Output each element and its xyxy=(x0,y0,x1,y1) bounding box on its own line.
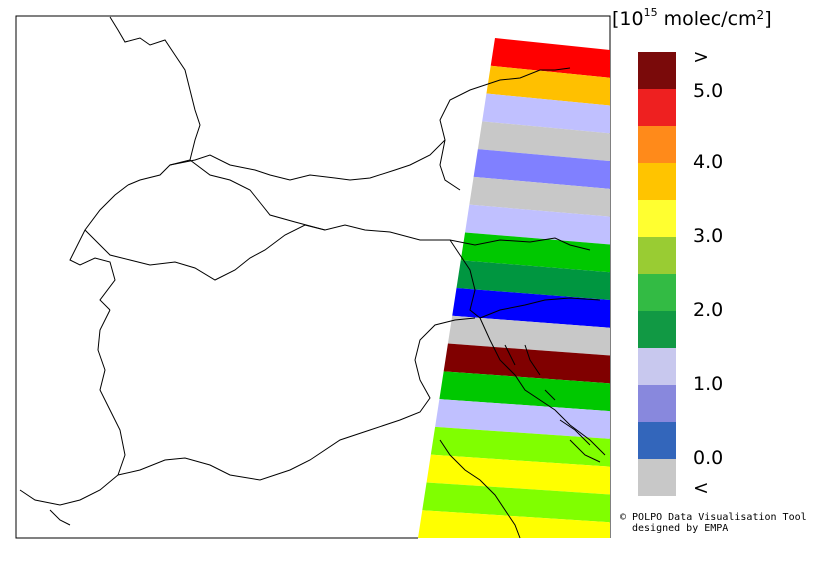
border-slovenia-croatia xyxy=(479,297,601,319)
swath-strip xyxy=(473,149,610,189)
swath-strip xyxy=(430,426,610,467)
border-germany-austria xyxy=(169,67,571,181)
coast-adriatic xyxy=(439,439,521,539)
legend-swatch xyxy=(638,422,676,459)
border-italy-france xyxy=(19,309,126,506)
legend-label-lt: < xyxy=(693,477,709,499)
legend-unit: [1015 molec/cm2] xyxy=(612,6,772,30)
legend-swatch xyxy=(638,126,676,163)
legend-swatch xyxy=(638,52,676,89)
legend-swatch xyxy=(638,385,676,422)
legend-unit-exp: 15 xyxy=(643,6,658,19)
legend-label-gt: > xyxy=(693,46,709,68)
swath-strip xyxy=(490,38,610,78)
legend-label-5: 5.0 xyxy=(693,80,724,102)
legend-swatch xyxy=(638,311,676,348)
swath-strip xyxy=(460,232,610,273)
legend-unit-close: ] xyxy=(764,8,772,30)
legend-swatch xyxy=(638,163,676,200)
swath-strip xyxy=(422,482,610,523)
legend-swatch xyxy=(638,89,676,126)
swath-strip xyxy=(435,399,610,439)
swath-strip xyxy=(477,121,610,162)
satellite-swath xyxy=(418,38,613,558)
croatia-islands xyxy=(504,344,601,463)
legend-swatch xyxy=(638,459,676,496)
border-italy-slovenia xyxy=(449,239,481,319)
border-switzerland-austria xyxy=(189,159,591,251)
swath-strip xyxy=(439,371,610,412)
border-germany-czech xyxy=(439,139,461,191)
border-france-germany xyxy=(109,16,201,186)
coast-croatia xyxy=(479,317,606,456)
swath-clip xyxy=(418,538,613,558)
border-switzerland-italy xyxy=(84,224,326,281)
coast-bottom-left xyxy=(49,509,71,526)
legend-swatch xyxy=(638,237,676,274)
legend-label-2: 2.0 xyxy=(693,299,724,321)
credit-line-2: designed by EMPA xyxy=(632,523,729,534)
legend-unit-base: [10 xyxy=(612,8,644,30)
border-france-switzerland xyxy=(69,184,129,311)
coast-liguria xyxy=(117,317,476,481)
swath-strip xyxy=(447,315,610,356)
legend-swatch xyxy=(638,348,676,385)
swath-strip xyxy=(482,93,610,134)
swath-strip xyxy=(443,343,610,384)
swath-strip xyxy=(465,204,610,245)
legend-label-0: 0.0 xyxy=(693,447,724,469)
swath-strip xyxy=(469,176,610,217)
legend-label-3: 3.0 xyxy=(693,225,724,247)
swath-strip xyxy=(486,65,610,106)
legend-unit-text: molec/cm xyxy=(657,8,757,30)
legend-swatch xyxy=(638,274,676,311)
legend-label-4: 4.0 xyxy=(693,151,724,173)
legend-unit-sq: 2 xyxy=(756,8,765,22)
country-borders xyxy=(19,16,606,539)
legend-swatch xyxy=(638,200,676,237)
credit-line-1: © POLPO Data Visualisation Tool xyxy=(620,512,807,523)
legend-label-1: 1.0 xyxy=(693,373,724,395)
swath-strip xyxy=(426,454,610,495)
swath-strip xyxy=(456,260,610,300)
